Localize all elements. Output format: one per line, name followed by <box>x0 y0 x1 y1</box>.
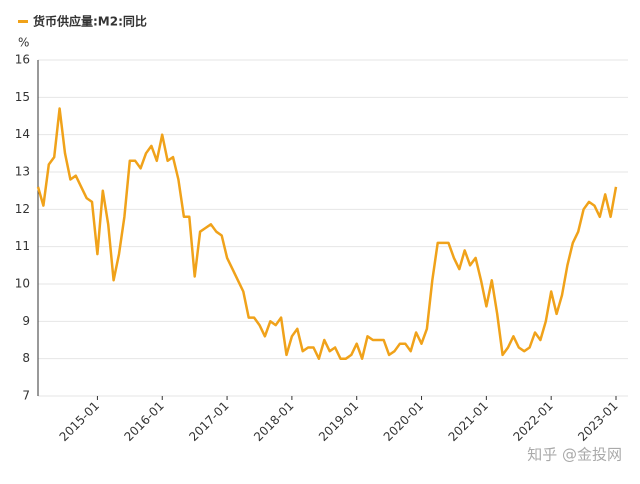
y-tick-label: 16 <box>15 53 30 67</box>
y-tick-label: 15 <box>15 90 30 104</box>
y-tick-label: 11 <box>15 239 30 253</box>
line-series <box>36 107 618 360</box>
y-tick-label: 10 <box>15 277 30 291</box>
x-tick-label: 2016-01 <box>121 399 166 444</box>
x-tick-label: 2023-01 <box>575 399 620 444</box>
y-tick-label: 13 <box>15 165 30 179</box>
x-tick-label: 2021-01 <box>446 399 491 444</box>
watermark: 知乎 @金投网 <box>527 446 622 464</box>
legend-swatch <box>18 20 28 23</box>
y-tick-label: 7 <box>22 389 30 403</box>
y-tick-label: 8 <box>22 351 30 365</box>
x-tick-label: 2017-01 <box>186 399 231 444</box>
legend-label: 货币供应量:M2:同比 <box>33 14 147 29</box>
x-tick-label: 2020-01 <box>381 399 426 444</box>
x-tick-label: 2018-01 <box>251 399 296 444</box>
y-axis-label: % <box>18 36 29 50</box>
x-tick-label: 2022-01 <box>510 399 555 444</box>
y-tick-label: 12 <box>15 202 30 216</box>
y-tick-label: 14 <box>15 127 30 141</box>
x-tick-label: 2019-01 <box>316 399 361 444</box>
y-tick-label: 9 <box>22 314 30 328</box>
x-tick-label: 2015-01 <box>57 399 102 444</box>
